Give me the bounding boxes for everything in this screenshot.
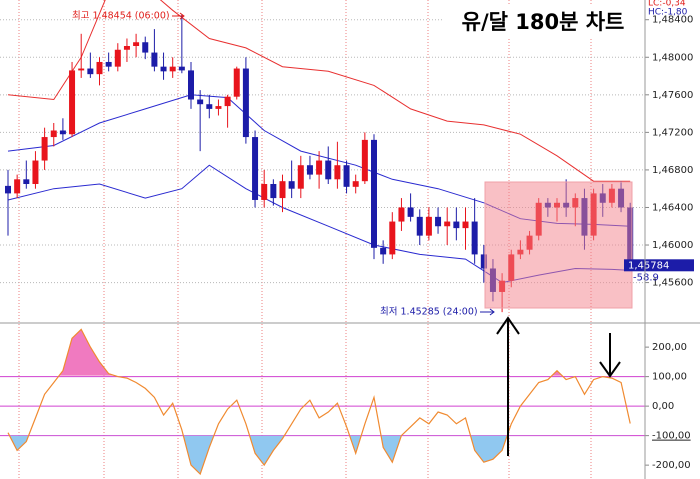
axis: 1,48400 1,48000 1,47600 1,47200 1,46800 1,464…	[624, 15, 694, 471]
candle-body	[416, 216, 423, 236]
last-price-box	[624, 259, 694, 272]
candle-body	[480, 254, 487, 269]
candle-body	[270, 184, 277, 199]
candle-body	[105, 61, 112, 67]
candle-body	[462, 221, 469, 229]
cci-tick-label: 0,00	[652, 401, 674, 412]
candle-body	[32, 160, 39, 184]
candle-body	[224, 96, 231, 107]
cci-over-fill	[59, 329, 563, 376]
y-tick-label: 1,46400	[652, 202, 693, 213]
high-label: 최고 1.48454 (06:00)	[72, 11, 170, 22]
candle-body	[261, 184, 268, 200]
last-price-label: 1,45784	[628, 260, 669, 271]
candle-body	[380, 247, 387, 255]
candle-body	[371, 139, 377, 248]
candle-body	[425, 216, 432, 236]
lc-label: LC:-0,34	[648, 0, 686, 9]
candle-body	[151, 52, 158, 67]
y-tick-label: 1,48000	[652, 52, 693, 63]
candle-body	[5, 185, 11, 194]
price-panel	[0, 0, 645, 313]
candle-body	[215, 106, 222, 109]
candle-body	[471, 221, 478, 255]
candle-body	[23, 179, 30, 184]
candle-body	[407, 207, 414, 217]
candle-body	[389, 221, 396, 255]
cci-last-label: -58.9	[633, 272, 659, 283]
candle-body	[297, 165, 304, 189]
y-tick-label: 1,45600	[652, 278, 693, 289]
candle-body	[69, 70, 76, 135]
chart-title: 유/달 180분 차트	[462, 10, 625, 34]
y-tick-label: 1,48400	[652, 15, 693, 26]
down-arrow	[599, 333, 621, 378]
y-tick-label: 1,46000	[652, 240, 693, 251]
candle-body	[279, 181, 286, 199]
bollinger-band	[7, 0, 631, 182]
candle-body	[123, 46, 130, 50]
candle-body	[160, 66, 167, 72]
candle-body	[435, 216, 442, 227]
cci-tick-label: 100,00	[652, 372, 687, 383]
candle-body	[343, 165, 350, 187]
candle-body	[96, 61, 103, 75]
cci-line	[7, 328, 631, 476]
high-arrow	[172, 12, 185, 20]
candle-body	[444, 221, 451, 227]
candle-body	[78, 68, 85, 71]
low-label: 최저 1.45285 (24:00)	[380, 307, 478, 318]
hc-label: HC:-1,80	[648, 8, 688, 18]
candle-body	[242, 68, 249, 138]
y-tick-label: 1,47200	[652, 127, 693, 138]
candle-body	[59, 130, 66, 135]
candle-body	[334, 165, 341, 180]
low-arrow	[480, 308, 495, 316]
candle-body	[178, 66, 185, 71]
candle-body	[352, 181, 359, 187]
candle-body	[453, 221, 460, 229]
candle-body	[197, 99, 204, 105]
cci-tick-label: -200,00	[652, 460, 691, 471]
candle-body	[41, 137, 48, 161]
candle-body	[50, 130, 57, 138]
up-arrow	[496, 316, 520, 456]
y-tick-label: 1,47600	[652, 90, 693, 101]
cci-tick-label: -100,00	[652, 431, 691, 442]
candle-body	[306, 165, 313, 175]
candle-body	[325, 160, 332, 180]
candle-body	[87, 68, 94, 75]
candle-body	[14, 179, 21, 194]
cci-panel	[0, 328, 645, 476]
candle-body	[142, 42, 149, 53]
candle-body	[133, 42, 140, 46]
candle-body	[288, 181, 295, 189]
candle-body	[398, 207, 405, 222]
candle-body	[114, 49, 121, 67]
candle-body	[169, 66, 176, 72]
highlight-box	[484, 181, 633, 309]
title-bg	[443, 6, 643, 38]
candle-body	[361, 139, 368, 182]
candle-body	[206, 104, 213, 109]
candle-body	[252, 137, 259, 200]
y-tick-label: 1,46800	[652, 165, 693, 176]
cci-tick-label: 200,00	[652, 342, 687, 353]
candle-body	[316, 160, 323, 175]
candle-body	[188, 70, 194, 100]
candle-body	[233, 68, 240, 97]
cci-under-fill	[9, 435, 508, 474]
